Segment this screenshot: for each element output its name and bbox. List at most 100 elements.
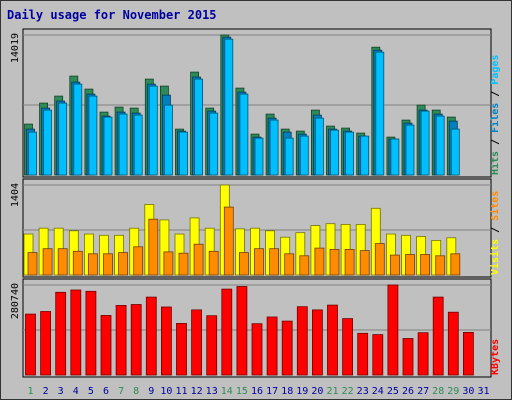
bar-kbytes-day-20	[311, 309, 323, 376]
day-label: 25	[387, 386, 399, 397]
panel-series-label: Visits / Sites	[489, 191, 501, 275]
bar-pages-day-26	[405, 124, 415, 176]
day-label: 6	[103, 386, 109, 397]
bar-sites-day-10	[163, 251, 174, 276]
bar-kbytes-day-22	[342, 318, 354, 376]
bar-pages-day-24	[375, 51, 385, 176]
bar-kbytes-day-23	[357, 332, 369, 376]
bar-kbytes-day-27	[417, 332, 429, 376]
bar-kbytes-day-13	[206, 315, 218, 376]
bar-sites-day-12	[193, 243, 204, 276]
bar-sites-day-7	[118, 252, 128, 276]
bar-kbytes-day-25	[387, 284, 399, 376]
bar-kbytes-day-2	[40, 311, 51, 376]
bar-pages-day-6	[103, 116, 113, 176]
bar-pages-day-21	[330, 129, 339, 176]
bar-sites-day-3	[57, 248, 68, 276]
bar-pages-day-4	[73, 83, 83, 176]
bar-sites-day-8	[133, 246, 144, 276]
panel-scale-label: 1404	[10, 183, 21, 207]
bar-kbytes-day-12	[191, 309, 203, 376]
legend-visits: Visits	[489, 239, 501, 275]
bar-kbytes-day-30	[462, 331, 474, 376]
bar-sites-day-17	[269, 248, 280, 276]
legend-pages: Pages	[490, 55, 501, 85]
day-label: 20	[311, 386, 323, 397]
bar-pages-day-9	[148, 85, 158, 176]
day-label: 16	[251, 386, 263, 397]
day-label: 31	[477, 386, 489, 397]
bar-kbytes-day-28	[432, 296, 444, 376]
bar-kbytes-day-4	[70, 289, 82, 376]
bar-pages-day-10	[163, 104, 173, 176]
bar-sites-day-5	[88, 253, 98, 276]
bar-sites-day-19	[299, 255, 310, 276]
bar-kbytes-day-3	[55, 291, 67, 376]
bar-kbytes-day-17	[266, 316, 278, 376]
bar-sites-day-20	[314, 247, 325, 276]
bar-sites-day-4	[72, 250, 83, 276]
bar-pages-day-2	[43, 109, 52, 176]
day-label: 23	[357, 386, 369, 397]
bar-kbytes-day-5	[85, 290, 97, 376]
bar-pages-day-12	[194, 78, 204, 176]
day-label: 9	[148, 386, 154, 397]
panel-series-label: KBytes	[490, 339, 501, 375]
bar-kbytes-day-11	[176, 322, 187, 376]
day-label: 21	[326, 386, 338, 397]
day-label: 8	[133, 386, 139, 397]
bar-pages-day-20	[314, 117, 324, 176]
bar-kbytes-day-9	[145, 296, 157, 376]
chart-title: Daily usage for November 2015	[7, 8, 217, 22]
bar-pages-day-1	[28, 131, 37, 176]
bar-kbytes-day-29	[447, 311, 459, 376]
legend-kbytes: KBytes	[490, 339, 501, 375]
bar-pages-day-28	[435, 115, 445, 176]
day-label: 14	[221, 386, 233, 397]
day-label: 26	[402, 386, 414, 397]
bar-kbytes-day-7	[115, 304, 127, 376]
panel-scale-label: 280740	[10, 283, 21, 319]
bar-sites-day-1	[27, 252, 38, 276]
bar-sites-day-9	[148, 218, 159, 276]
bar-pages-day-3	[58, 102, 68, 176]
day-label: 3	[58, 386, 64, 397]
bar-sites-day-26	[405, 254, 415, 276]
bar-pages-day-16	[254, 137, 264, 176]
day-label: 24	[372, 386, 384, 397]
bar-pages-day-14	[224, 38, 234, 176]
day-label: 12	[191, 386, 203, 397]
bar-kbytes-day-15	[236, 286, 248, 376]
legend-files: Files	[489, 103, 501, 133]
day-label: 13	[206, 386, 218, 397]
bar-sites-day-28	[435, 255, 446, 276]
bar-sites-day-25	[389, 254, 400, 276]
bar-pages-day-27	[420, 110, 430, 176]
bar-pages-day-22	[345, 131, 355, 176]
bar-sites-day-18	[284, 253, 295, 276]
bar-pages-day-11	[179, 131, 188, 176]
day-label: 19	[296, 386, 308, 397]
day-label: 5	[88, 386, 94, 397]
day-label: 1	[27, 386, 33, 397]
bar-kbytes-day-16	[251, 323, 263, 376]
bar-pages-day-5	[88, 95, 98, 176]
bar-pages-day-19	[299, 135, 309, 176]
bar-sites-day-24	[374, 243, 385, 276]
bar-sites-day-2	[42, 248, 53, 276]
bar-sites-day-29	[450, 253, 461, 276]
bar-kbytes-day-14	[221, 288, 233, 376]
bar-kbytes-day-26	[402, 338, 414, 376]
bar-sites-day-14	[223, 206, 234, 276]
day-label: 22	[342, 386, 354, 397]
bar-sites-day-27	[420, 254, 431, 276]
day-label: 28	[432, 386, 444, 397]
bar-pages-day-15	[239, 93, 249, 176]
bar-sites-day-16	[254, 248, 264, 276]
bar-sites-day-22	[344, 248, 355, 276]
bar-sites-day-13	[208, 250, 219, 276]
bar-kbytes-day-18	[281, 320, 293, 376]
legend-sites: Sites	[489, 191, 501, 221]
bar-sites-day-23	[359, 250, 370, 276]
